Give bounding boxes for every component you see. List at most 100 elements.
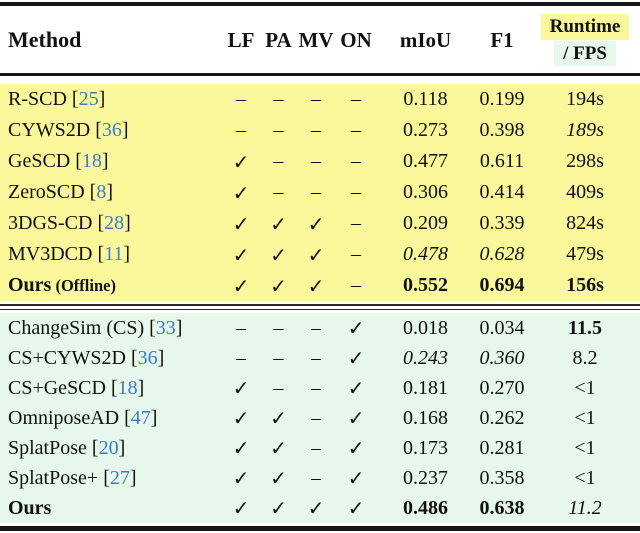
miou-value: 0.237 <box>403 466 448 489</box>
method-name: Ours (Offline) <box>8 274 116 296</box>
pa-flag: – <box>273 119 284 141</box>
lf-flag: ✓ <box>232 496 250 520</box>
runtime-value: 409s <box>566 181 604 203</box>
f1-value: 0.199 <box>479 88 525 110</box>
pa-flag: ✓ <box>270 436 287 460</box>
f1-value: 0.358 <box>479 466 525 489</box>
on-flag: – <box>351 212 361 234</box>
runtime-value: 824s <box>566 212 604 234</box>
citation-link[interactable]: [27] <box>98 466 137 489</box>
on-flag: – <box>351 243 361 265</box>
on-flag: ✓ <box>347 346 365 370</box>
lf-flag: ✓ <box>232 406 250 430</box>
runtime-value: <1 <box>574 376 596 399</box>
mv-flag: – <box>311 376 321 399</box>
mv-flag: – <box>311 466 321 489</box>
miou-value: 0.477 <box>403 150 448 172</box>
mv-flag: – <box>311 436 321 459</box>
lf-flag: ✓ <box>232 273 250 298</box>
runtime-value: 156s <box>566 274 604 296</box>
miou-value: 0.243 <box>403 346 448 369</box>
col-header-f1: F1 <box>490 27 514 52</box>
runtime-value: 11.5 <box>568 316 602 339</box>
method-name: R-SCD [25] <box>8 88 106 110</box>
runtime-value: <1 <box>574 466 596 489</box>
pa-flag: ✓ <box>270 496 287 520</box>
citation-link[interactable]: [36] <box>90 119 129 141</box>
method-name: ZeroSCD [8] <box>8 181 114 203</box>
on-flag: ✓ <box>347 406 365 430</box>
on-flag: – <box>351 88 361 110</box>
lf-flag: ✓ <box>232 242 250 267</box>
table-row: CYWS2D [36] – – – – 0.273 0.398 189s <box>0 115 640 146</box>
lf-flag: ✓ <box>232 376 250 400</box>
f1-value: 0.628 <box>479 243 525 265</box>
citation-link[interactable]: [33] <box>144 316 183 339</box>
col-header-pa: PA <box>265 27 292 52</box>
col-header-mv: MV <box>298 27 334 52</box>
lf-flag: ✓ <box>232 436 250 460</box>
miou-value: 0.181 <box>403 376 448 399</box>
method-name: CYWS2D [36] <box>8 119 129 141</box>
citation-link[interactable]: [8] <box>84 181 114 203</box>
citation-link[interactable]: [47] <box>119 406 158 429</box>
lf-flag: – <box>236 88 246 110</box>
mv-flag: – <box>311 406 321 429</box>
table-row: Ours ✓ ✓ ✓ ✓ 0.486 0.638 11.2 <box>0 493 640 523</box>
method-name: 3DGS-CD [28] <box>8 212 131 234</box>
on-flag: – <box>351 119 361 141</box>
citation-link[interactable]: [36] <box>125 346 165 369</box>
mv-flag: ✓ <box>307 273 325 298</box>
lf-flag: – <box>236 346 246 369</box>
header-separator-rule <box>0 73 640 76</box>
citation-link[interactable]: [11] <box>92 243 131 265</box>
citation-link[interactable]: [18] <box>105 376 145 399</box>
mv-flag: – <box>311 181 321 203</box>
miou-value: 0.478 <box>403 243 448 265</box>
pa-flag: ✓ <box>270 242 287 267</box>
pa-flag: ✓ <box>270 466 287 490</box>
f1-value: 0.638 <box>479 496 525 519</box>
lf-flag: ✓ <box>232 149 250 174</box>
table-row: GeSCD [18] ✓ – – – 0.477 0.611 298s <box>0 146 640 177</box>
table-bottom-rule <box>0 526 640 531</box>
citation-link[interactable]: [28] <box>92 212 131 234</box>
method-name: Ours <box>8 496 52 519</box>
col-header-method: Method <box>8 27 82 52</box>
lf-flag: ✓ <box>232 466 250 490</box>
table-row: SplatPose+ [27] ✓ ✓ – ✓ 0.237 0.358 <1 <box>0 463 640 493</box>
on-flag: – <box>351 181 361 203</box>
f1-value: 0.262 <box>479 406 525 429</box>
citation-link[interactable]: [20] <box>86 436 126 459</box>
method-name: SplatPose [20] <box>8 436 126 459</box>
table-row: ZeroSCD [8] ✓ – – – 0.306 0.414 409s <box>0 177 640 208</box>
lf-flag: ✓ <box>232 180 250 205</box>
mv-flag: ✓ <box>307 211 325 236</box>
on-flag: ✓ <box>347 376 365 400</box>
method-name: CS+CYWS2D [36] <box>8 346 165 369</box>
runtime-value: 298s <box>566 150 604 172</box>
f1-value: 0.611 <box>479 150 525 172</box>
method-name: CS+GeSCD [18] <box>8 376 145 399</box>
miou-value: 0.486 <box>403 496 448 519</box>
lf-flag: ✓ <box>232 211 250 236</box>
table-top-rule <box>0 2 640 6</box>
pa-flag: – <box>273 346 284 369</box>
f1-value: 0.360 <box>479 346 525 369</box>
miou-value: 0.168 <box>403 406 448 429</box>
on-flag: – <box>351 274 361 296</box>
runtime-value: 189s <box>566 119 604 141</box>
online-methods-section: ChangeSim (CS) [33] – – – ✓ 0.018 0.034 11.5 CS+… <box>0 313 640 523</box>
table-header-row: Method LF PA MV ON mIoU F1 Runtime / FPS <box>0 8 640 72</box>
method-suffix: (Offline) <box>51 276 116 295</box>
mv-flag: – <box>311 150 321 172</box>
citation-link[interactable]: [18] <box>70 150 109 172</box>
runtime-value: 8.2 <box>572 346 598 369</box>
method-name: ChangeSim (CS) [33] <box>8 316 183 339</box>
method-name: GeSCD [18] <box>8 150 109 172</box>
lf-flag: – <box>236 119 246 141</box>
citation-link[interactable]: [25] <box>66 88 106 110</box>
table-row: CS+CYWS2D [36] – – – ✓ 0.243 0.360 8.2 <box>0 343 640 373</box>
mv-flag: – <box>311 119 321 141</box>
